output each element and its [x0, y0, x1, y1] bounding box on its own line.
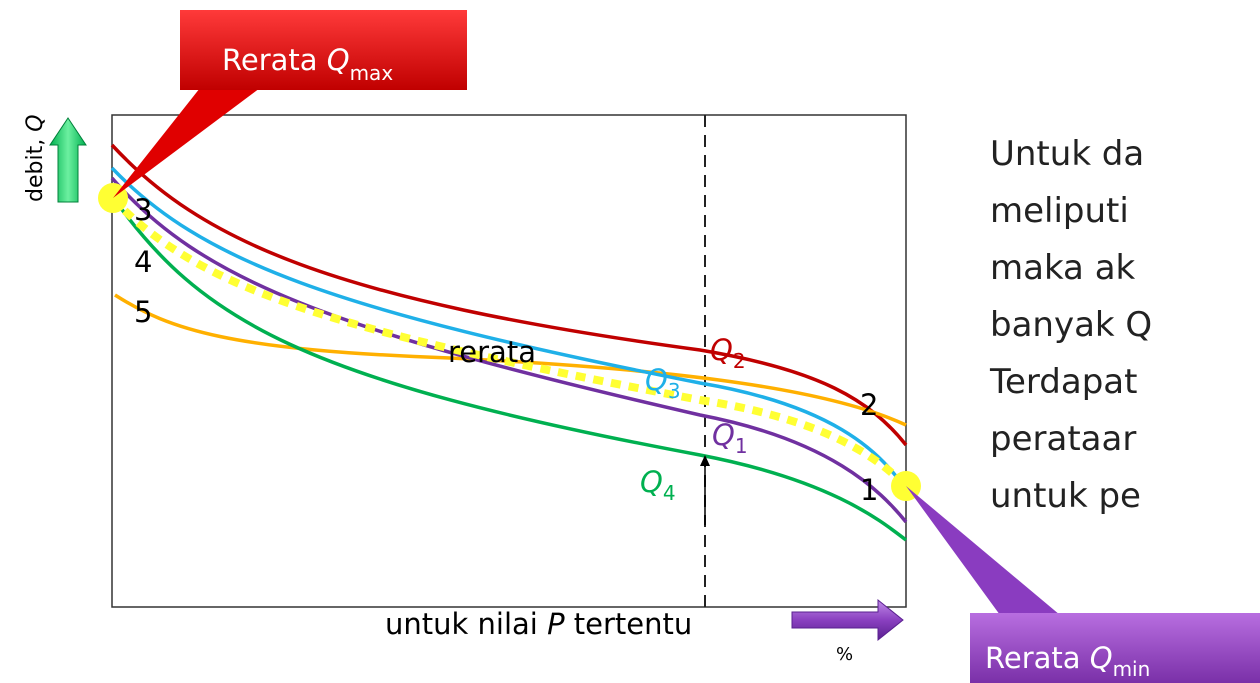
label-q4: Q4: [640, 465, 676, 505]
curves: [109, 143, 909, 542]
body-line: untuk pe: [990, 476, 1141, 516]
curve-q2: [110, 143, 908, 447]
body-line: Untuk da: [990, 134, 1144, 174]
body-line: banyak Q: [990, 305, 1152, 345]
arrow-head: [700, 455, 710, 466]
callout-pointer: [113, 88, 260, 198]
label-5: 5: [134, 295, 152, 329]
body-line: Terdapat: [989, 362, 1137, 402]
x-axis-label: untuk nilai P tertentu: [385, 607, 692, 641]
curve-q3: [110, 166, 908, 491]
body-line: perataar: [990, 419, 1136, 459]
label-1: 1: [860, 473, 878, 507]
body-line: meliputi: [990, 191, 1129, 231]
callout-max-text: Rerata Qmax: [222, 43, 393, 85]
label-rerata: rerata: [448, 335, 536, 369]
curve-q1: [110, 176, 908, 524]
callout-min: [970, 613, 1260, 683]
callout-pointer: [906, 486, 1060, 615]
label-2: 2: [860, 388, 878, 422]
x-arrow: [791, 598, 904, 642]
curve-5: [114, 293, 907, 427]
label-q1: Q1: [712, 418, 748, 458]
body-text: Untuk da meliputi maka ak banyak Q Terda…: [989, 134, 1152, 516]
y-arrow: [49, 117, 87, 203]
curve-labels: 3 4 5 rerata 2 1 Q2 Q3 Q1 Q4: [134, 193, 878, 507]
curve-q4: [110, 194, 908, 542]
y-axis-label: debit, Q: [23, 114, 48, 202]
curve-mean: [109, 195, 909, 489]
label-q3: Q3: [645, 363, 681, 403]
x-unit: %: [836, 644, 853, 665]
callout-max: [180, 10, 467, 90]
label-4: 4: [134, 245, 152, 279]
label-q2: Q2: [710, 333, 746, 373]
body-line: maka ak: [990, 248, 1136, 288]
callout-min-text: Rerata Qmin: [985, 641, 1150, 681]
label-3: 3: [134, 193, 152, 227]
plot-frame: [111, 114, 907, 608]
